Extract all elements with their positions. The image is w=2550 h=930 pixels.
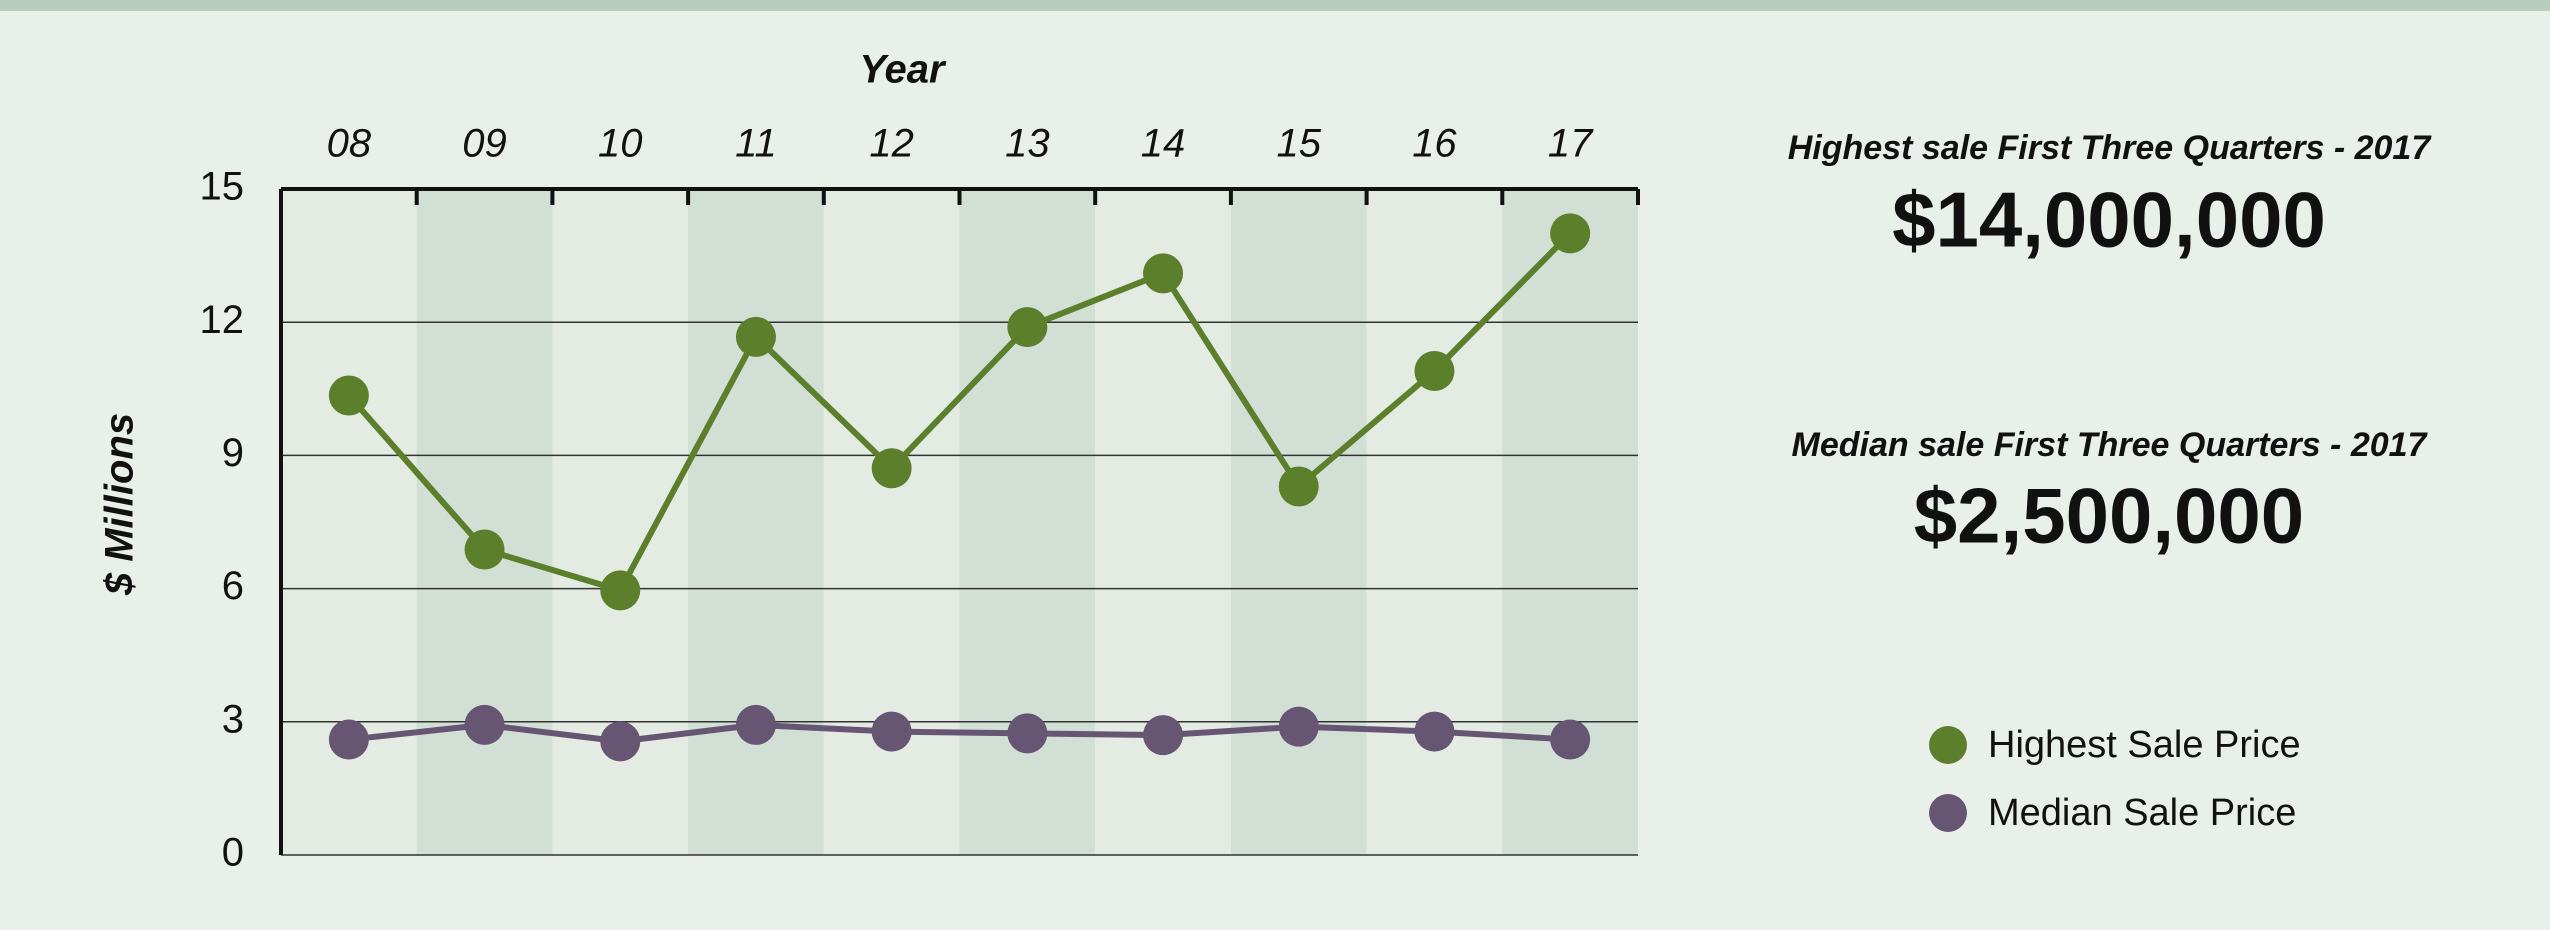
summary-label: Median sale First Three Quarters - 2017 xyxy=(1792,426,2429,464)
data-point xyxy=(1143,253,1184,294)
data-point xyxy=(871,448,912,489)
x-tick-label: 11 xyxy=(735,122,777,166)
data-point xyxy=(1278,706,1319,747)
data-point xyxy=(1143,715,1184,756)
column-band xyxy=(1230,189,1367,855)
column-band xyxy=(416,189,553,855)
data-point xyxy=(1414,711,1455,752)
data-point xyxy=(1278,466,1319,507)
data-point xyxy=(328,719,369,760)
column-band xyxy=(1366,189,1503,855)
data-point xyxy=(1550,719,1591,760)
chart-title: Year xyxy=(859,48,947,92)
legend-marker xyxy=(1929,794,1967,832)
x-tick-label: 12 xyxy=(869,122,914,166)
summary-label: Highest sale First Three Quarters - 2017 xyxy=(1788,129,2433,167)
y-tick-label: 6 xyxy=(222,564,244,608)
summary-value: $2,500,000 xyxy=(1914,472,2304,560)
data-point xyxy=(1007,713,1048,754)
plot-background xyxy=(281,189,1638,855)
data-point xyxy=(735,704,776,745)
column-band xyxy=(688,189,824,855)
y-axis-label: $ Millions xyxy=(98,413,142,596)
x-tick-label: 10 xyxy=(598,122,643,166)
x-tick-label: 13 xyxy=(1005,122,1050,166)
data-point xyxy=(600,570,641,611)
column-band xyxy=(823,189,960,855)
legend-label: Highest Sale Price xyxy=(1988,724,2301,766)
x-tick-label: 16 xyxy=(1412,122,1457,166)
data-point xyxy=(1414,351,1455,392)
series-line xyxy=(348,721,1571,745)
x-tick-label: 14 xyxy=(1141,122,1186,166)
top-bar xyxy=(0,0,2550,11)
data-point xyxy=(871,711,912,752)
series-line xyxy=(346,231,1573,594)
y-tick-label: 15 xyxy=(200,165,245,209)
data-point xyxy=(328,375,369,416)
y-tick-label: 3 xyxy=(222,697,244,741)
summary-value: $14,000,000 xyxy=(1892,176,2326,264)
y-tick-label: 0 xyxy=(222,831,244,875)
data-point xyxy=(735,316,776,357)
y-tick-label: 12 xyxy=(200,298,245,342)
x-tick-label: 15 xyxy=(1277,122,1322,166)
data-point xyxy=(464,529,505,570)
data-point xyxy=(1550,213,1591,254)
data-point xyxy=(600,721,641,762)
x-tick-label: 09 xyxy=(462,122,507,166)
x-tick-label: 17 xyxy=(1548,122,1594,166)
data-point xyxy=(1007,307,1048,348)
legend-marker xyxy=(1929,726,1967,764)
legend-label: Median Sale Price xyxy=(1988,792,2296,834)
data-point xyxy=(464,704,505,745)
y-tick-label: 9 xyxy=(222,431,244,475)
column-band xyxy=(959,189,1096,855)
x-tick-label: 08 xyxy=(327,122,372,166)
